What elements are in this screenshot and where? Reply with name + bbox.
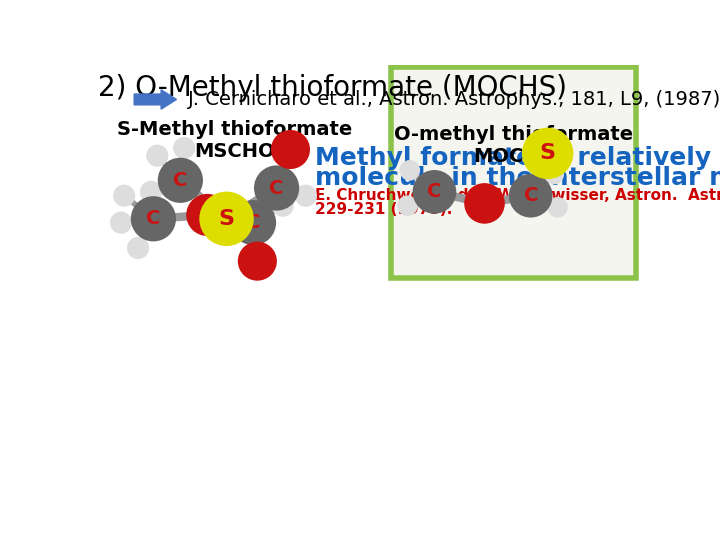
Text: 229-231 (1975).: 229-231 (1975). [315, 202, 452, 217]
Text: C: C [269, 179, 284, 198]
Circle shape [255, 166, 298, 210]
Text: O-methyl thioformate
MOCHS: O-methyl thioformate MOCHS [394, 125, 634, 166]
Text: S: S [219, 209, 235, 229]
Text: C: C [174, 171, 187, 190]
Text: E. Chruchwell and G. Winnewisser, Astron.  Astrophys., 45,: E. Chruchwell and G. Winnewisser, Astron… [315, 188, 720, 203]
Circle shape [128, 238, 148, 258]
Circle shape [174, 138, 194, 158]
Circle shape [141, 182, 161, 202]
Circle shape [159, 159, 202, 202]
Circle shape [465, 184, 504, 222]
Text: C: C [427, 183, 441, 201]
Circle shape [273, 195, 293, 215]
Circle shape [200, 193, 253, 245]
Circle shape [239, 242, 276, 280]
Circle shape [232, 201, 275, 244]
FancyBboxPatch shape [390, 67, 636, 278]
FancyArrow shape [134, 90, 176, 109]
Circle shape [272, 131, 309, 168]
Text: C: C [523, 186, 538, 205]
Circle shape [111, 213, 131, 233]
Circle shape [132, 197, 175, 240]
Circle shape [523, 129, 572, 178]
Circle shape [544, 165, 563, 184]
Circle shape [400, 161, 419, 179]
Text: S-Methyl thioformate
MSCHO: S-Methyl thioformate MSCHO [117, 120, 352, 161]
Text: C: C [146, 210, 161, 228]
Circle shape [549, 198, 567, 217]
Text: 2) O-Methyl thioformate (MOCHS): 2) O-Methyl thioformate (MOCHS) [98, 74, 567, 102]
Text: C: C [246, 213, 261, 232]
Circle shape [510, 175, 552, 217]
Text: Methyl formate: a relatively abundunt: Methyl formate: a relatively abundunt [315, 146, 720, 170]
Circle shape [148, 146, 167, 166]
Text: molecule in the interstellar medium: molecule in the interstellar medium [315, 166, 720, 191]
Circle shape [398, 197, 417, 215]
Circle shape [414, 171, 455, 213]
Text: J. Cernicharo et al., Astron. Astrophys., 181, L9, (1987): J. Cernicharo et al., Astron. Astrophys.… [188, 90, 720, 109]
Circle shape [296, 186, 316, 206]
Text: S: S [540, 143, 556, 163]
Circle shape [187, 195, 228, 235]
Circle shape [114, 186, 134, 206]
